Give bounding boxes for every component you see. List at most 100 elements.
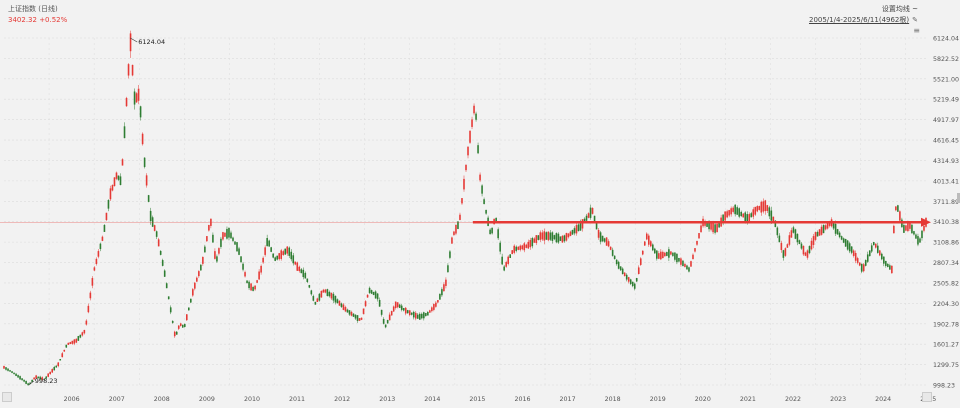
candle-body bbox=[836, 229, 839, 235]
scroll-right-button[interactable] bbox=[922, 392, 932, 402]
candle-body bbox=[479, 174, 481, 181]
candle-body bbox=[744, 212, 747, 222]
candle-body bbox=[282, 251, 285, 256]
candle-body bbox=[155, 231, 158, 237]
candle-body bbox=[9, 370, 11, 372]
candle-body bbox=[686, 265, 688, 270]
scroll-left-button[interactable] bbox=[2, 392, 12, 402]
x-tick-label: 2008 bbox=[154, 396, 170, 403]
candle-body bbox=[826, 222, 829, 229]
candle-body bbox=[396, 302, 399, 308]
candle-body bbox=[672, 252, 674, 256]
candle-body bbox=[688, 267, 690, 272]
candle-body bbox=[852, 250, 855, 256]
x-tick-label: 2018 bbox=[605, 396, 621, 403]
candle-body bbox=[378, 299, 381, 307]
pin-icon[interactable]: ✎ bbox=[912, 16, 918, 24]
candle-body bbox=[535, 235, 538, 244]
candle-body bbox=[206, 236, 208, 242]
candle-body bbox=[682, 260, 684, 267]
candle-body bbox=[577, 224, 580, 232]
candle-body bbox=[774, 220, 777, 228]
candle-body bbox=[145, 175, 148, 186]
candle-body bbox=[660, 251, 662, 260]
candle-body bbox=[159, 250, 162, 255]
candle-body bbox=[41, 377, 43, 381]
candle-body bbox=[780, 242, 783, 251]
candle-body bbox=[465, 164, 467, 171]
candle-body bbox=[613, 255, 616, 259]
candle-body bbox=[804, 252, 807, 256]
candle-body bbox=[810, 240, 813, 250]
candle-body bbox=[631, 281, 634, 287]
candle-body bbox=[75, 338, 78, 343]
candle-body bbox=[742, 213, 745, 218]
candle-body bbox=[728, 210, 730, 216]
candle-body bbox=[712, 222, 714, 233]
candle-body bbox=[579, 221, 582, 231]
candle-body bbox=[254, 285, 256, 290]
candle-body bbox=[266, 238, 268, 247]
candle-body bbox=[589, 207, 592, 218]
candle-body bbox=[103, 225, 106, 232]
candle-body bbox=[587, 213, 590, 218]
candle-body bbox=[623, 272, 626, 277]
candle-body bbox=[374, 291, 377, 299]
candle-body bbox=[716, 223, 718, 233]
candle-body bbox=[690, 261, 692, 267]
index-title: 上证指数 (日线) bbox=[8, 5, 58, 13]
candle-body bbox=[342, 304, 345, 310]
candle-body bbox=[796, 233, 799, 243]
candle-body bbox=[39, 376, 41, 380]
candle-body bbox=[11, 371, 13, 373]
candle-body bbox=[149, 210, 152, 222]
ma-settings-button[interactable]: 设置均线 ~ bbox=[881, 5, 918, 13]
candle-body bbox=[270, 247, 272, 252]
candle-body bbox=[37, 376, 39, 379]
candle-body bbox=[794, 229, 797, 239]
candle-body bbox=[196, 277, 198, 282]
candle-body bbox=[171, 320, 174, 323]
candle-body bbox=[137, 88, 140, 101]
candle-body bbox=[650, 241, 652, 247]
candle-body bbox=[101, 236, 104, 241]
x-tick-label: 2012 bbox=[334, 396, 350, 403]
candle-body bbox=[499, 242, 501, 252]
candle-body bbox=[505, 262, 507, 267]
candle-body bbox=[792, 227, 795, 233]
candle-body bbox=[143, 157, 146, 167]
candle-body bbox=[412, 311, 415, 318]
candle-body bbox=[123, 126, 126, 139]
candle-body bbox=[390, 311, 393, 316]
x-tick-label: 2009 bbox=[199, 396, 215, 403]
candle-body bbox=[398, 304, 401, 308]
candle-body bbox=[200, 264, 202, 271]
candle-body bbox=[296, 262, 299, 271]
candle-body bbox=[181, 324, 184, 328]
candle-body bbox=[344, 307, 347, 312]
candle-body bbox=[463, 178, 465, 190]
date-range-link[interactable]: 2005/1/4-2025/6/11(4962根) bbox=[808, 16, 910, 24]
candle-body bbox=[119, 176, 122, 186]
candle-body bbox=[772, 216, 775, 223]
candle-body bbox=[523, 243, 526, 251]
candle-body bbox=[595, 223, 598, 230]
candle-body bbox=[864, 260, 867, 266]
candle-body bbox=[121, 159, 124, 166]
candle-body bbox=[316, 298, 319, 302]
candle-body bbox=[527, 241, 530, 249]
candle-body bbox=[190, 298, 192, 303]
y-tick-label: 4917.97 bbox=[933, 117, 959, 124]
candle-body bbox=[475, 113, 477, 120]
candle-body bbox=[842, 238, 845, 243]
candle-body bbox=[304, 272, 307, 279]
panel-resize-handle[interactable] bbox=[957, 193, 960, 203]
candle-body bbox=[384, 324, 387, 328]
menu-icon[interactable]: ≡ bbox=[913, 26, 920, 35]
chart-controls: 设置均线 ~ 2005/1/4-2025/6/11(4962根) ✎ bbox=[809, 4, 918, 26]
candle-body bbox=[183, 324, 186, 327]
candle-body bbox=[822, 225, 825, 234]
candle-body bbox=[326, 289, 329, 296]
